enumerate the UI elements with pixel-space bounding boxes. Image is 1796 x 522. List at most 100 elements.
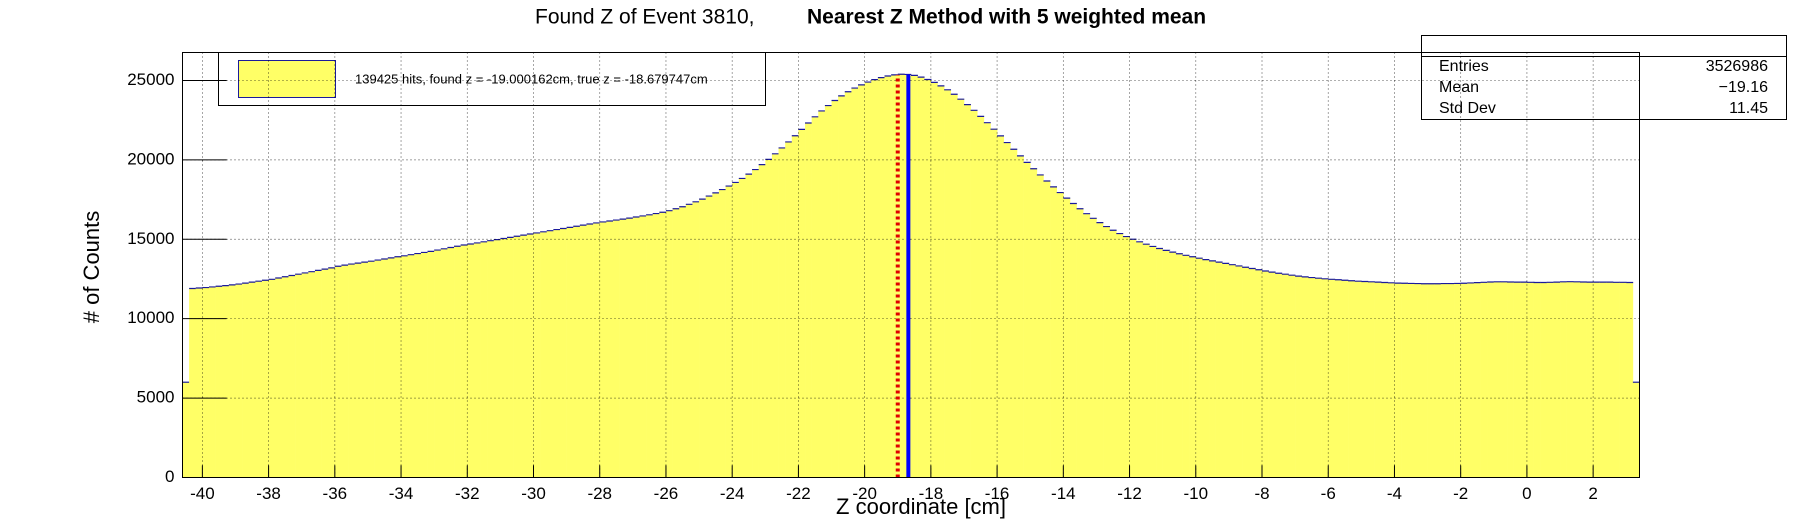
histogram-bin	[1228, 264, 1237, 479]
histogram-bin	[1539, 281, 1548, 479]
histogram-bin	[652, 212, 661, 479]
histogram-bin	[1155, 247, 1164, 479]
histogram-bin	[1400, 282, 1409, 479]
histogram-bin	[857, 84, 866, 479]
histogram-bin	[605, 220, 614, 479]
histogram-bin	[347, 263, 356, 479]
histogram-bin	[1493, 281, 1502, 479]
histogram-bin	[1572, 281, 1581, 479]
histogram-bin	[724, 185, 734, 479]
histogram-bin	[1128, 238, 1138, 479]
x-tick-label: -28	[587, 484, 612, 503]
y-tick-label: 10000	[127, 308, 174, 327]
histogram-bin	[824, 104, 833, 479]
x-tick-label: -14	[1051, 484, 1076, 503]
histogram-bin	[1062, 197, 1071, 479]
histogram-bin	[1321, 278, 1330, 479]
histogram-bin	[426, 250, 436, 479]
histogram-bin	[1294, 275, 1303, 479]
histogram-bin	[1473, 282, 1482, 479]
histogram-bin	[1142, 243, 1151, 479]
histogram-bin	[1201, 259, 1210, 479]
histogram-bin	[592, 222, 601, 479]
histogram-bin	[1082, 213, 1091, 479]
histogram-bin	[1592, 281, 1601, 479]
stats-value: 3526986	[1706, 58, 1768, 75]
histogram-bin	[910, 74, 919, 479]
histogram-bin	[1314, 277, 1323, 479]
histogram-bin	[1585, 281, 1595, 479]
histogram-bin	[1003, 141, 1012, 479]
histogram-bin	[519, 234, 528, 479]
histogram-bin	[1393, 282, 1402, 479]
histogram-bin	[1632, 381, 1641, 479]
histogram-bin	[440, 248, 449, 479]
x-axis-label: Z coordinate [cm]	[836, 494, 1006, 519]
histogram-bin	[804, 122, 813, 479]
histogram-bin	[1619, 281, 1628, 479]
histogram-bin	[1221, 262, 1230, 479]
y-tick-label: 15000	[127, 229, 174, 248]
histogram-bin	[413, 252, 422, 479]
histogram-bin	[566, 226, 575, 479]
stats-label: Mean	[1439, 79, 1479, 96]
histogram-bin	[314, 269, 323, 479]
x-tick-label: -36	[323, 484, 348, 503]
histogram-bin	[1546, 281, 1555, 479]
histogram-bin	[1433, 283, 1442, 479]
histogram-bin	[221, 285, 230, 479]
histogram-bin	[539, 231, 548, 479]
x-tick-label: -6	[1321, 484, 1336, 503]
chart-title: Found Z of Event 3810,	[535, 6, 754, 29]
legend-swatch	[238, 60, 336, 98]
x-tick-label: -4	[1387, 484, 1402, 503]
histogram-bin	[1261, 270, 1270, 479]
histogram-bin	[1268, 271, 1277, 479]
histogram-bin	[811, 116, 820, 479]
histogram-bin	[738, 177, 747, 479]
histogram-bin	[294, 273, 303, 479]
histogram-bin	[877, 76, 886, 479]
y-axis-label: # of Counts	[79, 211, 104, 324]
histogram-bin	[1426, 283, 1436, 479]
histogram-bin	[1612, 281, 1621, 479]
x-tick-label: -40	[190, 484, 215, 503]
histogram-bin	[188, 287, 197, 479]
histogram-bin	[632, 216, 641, 479]
histogram-bin	[1234, 265, 1244, 479]
y-tick-label: 0	[165, 467, 174, 486]
histogram-bin	[744, 173, 753, 479]
x-tick-label: -26	[654, 484, 679, 503]
histogram-bin	[479, 241, 489, 479]
histogram-bin	[340, 264, 349, 479]
histogram-bin	[201, 286, 210, 479]
histogram-bin	[1413, 282, 1422, 479]
histogram-bin	[506, 236, 515, 479]
histogram-bin	[1460, 282, 1469, 479]
stats-box	[1421, 35, 1787, 120]
histogram-bin	[579, 224, 588, 479]
histogram-bin	[380, 258, 389, 479]
histogram-bin	[1387, 282, 1396, 479]
histogram-bin	[844, 91, 853, 479]
histogram-bin	[698, 198, 707, 479]
histogram-bin	[1301, 276, 1310, 479]
histogram-bin	[837, 95, 846, 479]
histogram-bin	[1347, 280, 1356, 479]
histogram-bin	[1281, 273, 1290, 479]
histogram-bin	[917, 76, 926, 479]
histogram-bin	[1466, 282, 1475, 479]
stats-label: Entries	[1439, 58, 1489, 75]
histogram-bin	[1009, 148, 1018, 479]
histogram-bin	[638, 215, 647, 479]
histogram-bin	[1367, 281, 1376, 479]
histogram-bin	[705, 195, 714, 479]
histogram-bin	[970, 109, 979, 479]
histogram-bin	[1215, 261, 1224, 479]
histogram-bin	[1162, 249, 1171, 479]
histogram-bin	[1307, 276, 1316, 479]
histogram-bin	[1175, 253, 1184, 479]
histogram-bin	[1274, 272, 1283, 479]
histogram-bin	[658, 211, 667, 479]
